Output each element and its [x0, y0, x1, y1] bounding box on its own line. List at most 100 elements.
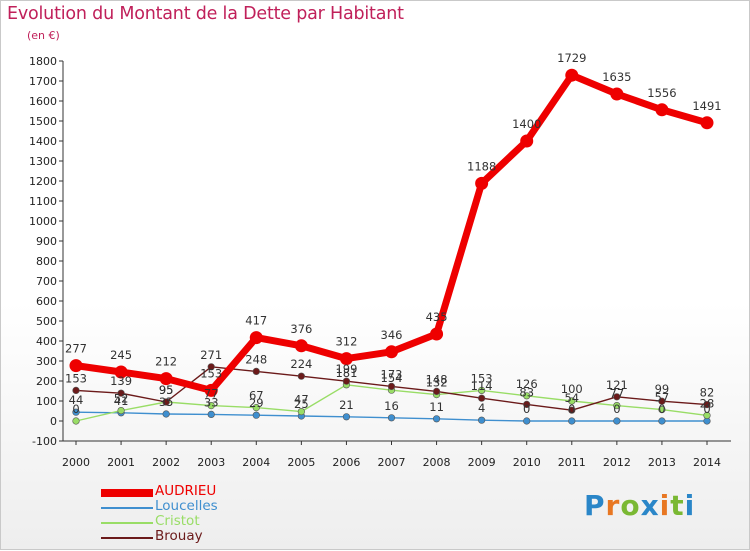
- data-label: 29: [249, 396, 264, 410]
- data-point: [613, 417, 621, 425]
- data-point: [207, 363, 215, 371]
- data-label: 77: [204, 387, 219, 401]
- y-tick-label: 900: [36, 235, 57, 248]
- data-label: 47: [294, 393, 309, 407]
- data-point: [520, 134, 534, 148]
- data-point: [478, 394, 486, 402]
- y-tick-label: 300: [36, 355, 57, 368]
- data-point: [523, 392, 531, 400]
- data-label: 376: [290, 322, 312, 336]
- data-label: 67: [249, 389, 264, 403]
- data-point: [72, 408, 80, 416]
- data-label: 121: [606, 378, 628, 392]
- x-tick-label: 2005: [287, 456, 315, 469]
- data-point: [162, 410, 170, 418]
- data-label: 35: [159, 395, 174, 409]
- legend-label: Cristot: [155, 513, 200, 529]
- data-label: 95: [159, 383, 174, 397]
- data-point: [703, 401, 711, 409]
- data-point: [339, 352, 353, 366]
- data-point: [478, 386, 486, 395]
- data-label: 346: [381, 328, 403, 342]
- data-point: [613, 393, 621, 401]
- data-point: [478, 416, 486, 424]
- data-label: 33: [204, 395, 219, 409]
- data-point: [568, 406, 576, 414]
- logo-letter: P: [584, 489, 606, 522]
- legend-label: Brouay: [155, 528, 203, 544]
- data-point: [117, 407, 125, 415]
- x-tick-label: 2002: [152, 456, 180, 469]
- data-label: 435: [426, 310, 448, 324]
- logo-letter: r: [605, 489, 621, 522]
- data-point: [385, 345, 398, 359]
- data-label: 271: [200, 348, 222, 362]
- data-label: 77: [610, 387, 625, 401]
- data-label: 16: [384, 399, 399, 413]
- x-tick-label: 2013: [648, 456, 676, 469]
- data-label: 248: [245, 352, 267, 366]
- data-label: 1635: [602, 70, 631, 84]
- data-point: [432, 387, 441, 396]
- data-point: [475, 176, 489, 190]
- logo-letter: x: [640, 489, 660, 522]
- series-line-audrieu: [75, 71, 708, 394]
- data-label: 277: [65, 342, 87, 356]
- data-point: [703, 411, 711, 420]
- data-label: 41: [114, 394, 129, 408]
- y-tick-label: 800: [36, 255, 57, 268]
- x-tick-label: 2006: [332, 456, 360, 469]
- legend-swatch: [101, 537, 153, 539]
- y-tick-label: 1700: [29, 75, 57, 88]
- y-tick-label: 1000: [29, 215, 57, 228]
- data-label: 312: [335, 335, 357, 349]
- x-tick-label: 2000: [62, 456, 90, 469]
- y-tick-label: 1300: [29, 155, 57, 168]
- y-tick-label: 1800: [29, 55, 57, 68]
- data-label: 1556: [647, 86, 676, 100]
- legend-swatch: [101, 507, 153, 509]
- data-label: 44: [69, 393, 84, 407]
- data-label: 25: [294, 397, 309, 411]
- data-label: 57: [655, 391, 670, 405]
- data-point: [387, 414, 396, 422]
- data-label: 148: [426, 372, 448, 386]
- y-tick-label: 700: [36, 275, 57, 288]
- y-tick-label: 200: [36, 375, 57, 388]
- data-point: [207, 410, 215, 419]
- data-label: 126: [516, 377, 538, 391]
- legend-label: AUDRIEU: [155, 483, 217, 499]
- data-point: [523, 400, 531, 409]
- data-label: 0: [568, 402, 575, 416]
- data-label: 0: [703, 402, 710, 416]
- data-point: [72, 386, 80, 395]
- data-point: [610, 87, 624, 101]
- data-label: 54: [564, 391, 579, 405]
- logo-letter: i: [684, 489, 696, 522]
- data-label: 82: [700, 386, 715, 400]
- data-label: 95: [159, 383, 174, 397]
- data-label: 28: [700, 396, 715, 410]
- data-label: 1400: [512, 117, 541, 131]
- data-point: [249, 331, 263, 345]
- y-tick-label: 400: [36, 335, 57, 348]
- y-tick-label: 1100: [29, 195, 57, 208]
- x-tick-label: 2007: [378, 456, 406, 469]
- data-label: 0: [72, 402, 79, 416]
- data-point: [568, 417, 576, 425]
- data-label: 114: [471, 379, 493, 393]
- data-point: [252, 367, 260, 376]
- data-point: [297, 408, 305, 416]
- data-point: [294, 339, 308, 353]
- x-tick-label: 2004: [242, 456, 270, 469]
- data-point: [252, 404, 260, 412]
- y-tick-label: -100: [32, 435, 57, 448]
- data-point: [430, 327, 444, 341]
- data-label: 132: [426, 376, 448, 390]
- data-label: 11: [429, 400, 444, 414]
- x-tick-label: 2003: [197, 456, 225, 469]
- chart-unit: (en €): [27, 29, 60, 42]
- data-point: [69, 359, 83, 373]
